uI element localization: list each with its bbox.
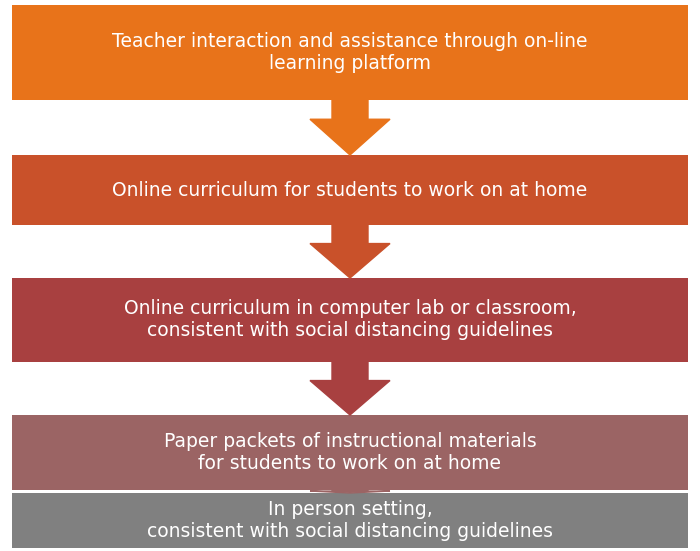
FancyBboxPatch shape: [12, 278, 688, 362]
Polygon shape: [310, 100, 390, 155]
Text: Online curriculum for students to work on at home: Online curriculum for students to work o…: [113, 181, 587, 199]
Text: Online curriculum in computer lab or classroom,
consistent with social distancin: Online curriculum in computer lab or cla…: [124, 300, 576, 341]
Text: Teacher interaction and assistance through on-line
learning platform: Teacher interaction and assistance throu…: [112, 32, 588, 73]
Polygon shape: [310, 490, 390, 493]
Polygon shape: [310, 225, 390, 278]
FancyBboxPatch shape: [12, 5, 688, 100]
FancyBboxPatch shape: [12, 155, 688, 225]
FancyBboxPatch shape: [12, 493, 688, 548]
Text: Paper packets of instructional materials
for students to work on at home: Paper packets of instructional materials…: [164, 432, 536, 473]
FancyBboxPatch shape: [12, 415, 688, 490]
Text: In person setting,
consistent with social distancing guidelines: In person setting, consistent with socia…: [147, 500, 553, 541]
Polygon shape: [310, 362, 390, 415]
